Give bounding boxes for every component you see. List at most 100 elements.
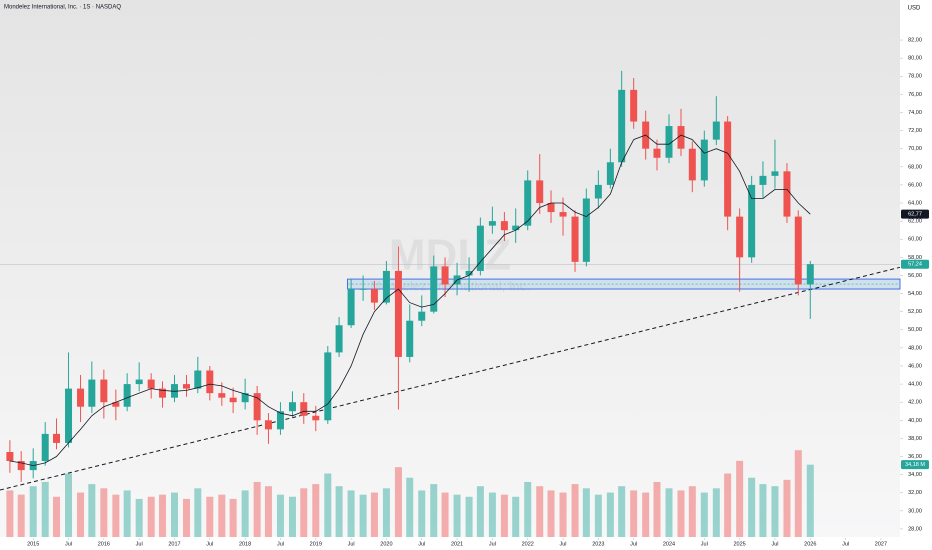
volume-bar: [630, 490, 638, 537]
candle-body: [53, 433, 61, 443]
y-tick-label: 46,00: [908, 363, 922, 369]
y-tick-label: 30,00: [908, 508, 922, 514]
y-tick-label: 82,00: [908, 38, 922, 44]
y-tick-label: 44,00: [908, 382, 922, 388]
volume-bar: [123, 490, 131, 537]
y-tick-label: 28,00: [908, 526, 922, 532]
volume-bar: [276, 494, 284, 537]
volume-bar: [241, 490, 249, 537]
volume-bar: [182, 498, 190, 537]
volume-bar: [783, 479, 791, 537]
candle-body: [147, 379, 155, 389]
volume-bar: [418, 490, 426, 537]
candle-body: [123, 384, 131, 407]
volume-bar: [264, 486, 272, 537]
volume-bar: [359, 494, 367, 537]
chart-title: Mondelez International, Inc. · 1S · NASD…: [4, 5, 121, 11]
plot-background: [0, 0, 900, 537]
x-tick-label: Jul: [771, 541, 778, 547]
volume-bar: [771, 486, 779, 537]
watermark: MDLZ: [389, 231, 511, 280]
price-badge: [901, 460, 929, 470]
volume-bar: [112, 494, 120, 537]
price-badge-label: 62,77: [908, 212, 922, 218]
y-tick-label: 60,00: [908, 237, 922, 243]
candle-body: [288, 402, 296, 412]
candle-body: [194, 370, 202, 389]
volume-bar: [582, 488, 590, 537]
candle-body: [512, 225, 520, 231]
candle-body: [359, 289, 367, 290]
volume-bar: [524, 481, 532, 537]
x-tick-label: 2024: [663, 541, 675, 547]
x-tick-label: 2019: [310, 541, 322, 547]
x-tick-label: Jul: [277, 541, 284, 547]
candle-body: [559, 212, 567, 217]
candle-body: [594, 184, 602, 199]
volume-bar: [194, 488, 202, 537]
volume-bar: [653, 481, 661, 537]
y-tick-label: 70,00: [908, 146, 922, 152]
candle-body: [241, 393, 249, 403]
candle-body: [759, 175, 767, 185]
x-tick-label: 2025: [734, 541, 746, 547]
volume-bar: [441, 492, 449, 537]
volume-bar: [536, 486, 544, 537]
candle-body: [665, 126, 673, 158]
volume-bar: [135, 498, 143, 537]
x-tick-label: Jul: [701, 541, 708, 547]
x-tick-label: 2016: [98, 541, 110, 547]
candle-body: [418, 311, 426, 321]
volume-bar: [300, 488, 308, 537]
x-tick-label: 2027: [875, 541, 887, 547]
candle-body: [41, 433, 49, 462]
volume-bar: [806, 464, 814, 537]
volume-bar: [65, 473, 73, 537]
candle-body: [441, 266, 449, 285]
volume-bar: [312, 484, 320, 537]
candle-body: [170, 384, 178, 398]
y-tick-label: 56,00: [908, 273, 922, 279]
x-tick-label: 2023: [592, 541, 604, 547]
volume-bar: [559, 492, 567, 537]
y-tick-label: 66,00: [908, 182, 922, 188]
candle-body: [324, 352, 332, 421]
candle-body: [335, 325, 343, 353]
candle-body: [476, 225, 484, 271]
volume-bar: [453, 494, 461, 537]
volume-bar: [465, 496, 473, 537]
x-tick-label: Jul: [630, 541, 637, 547]
volume-bar: [41, 481, 49, 537]
volume-bar: [6, 490, 14, 537]
volume-bar: [736, 460, 744, 537]
candle-body: [582, 198, 590, 262]
candle-body: [17, 461, 25, 471]
volume-bar: [382, 488, 390, 537]
candle-body: [253, 393, 261, 421]
x-tick-label: Jul: [136, 541, 143, 547]
candle-body: [88, 379, 96, 407]
x-tick-label: Jul: [206, 541, 213, 547]
y-tick-label: 58,00: [908, 255, 922, 261]
y-tick-label: 50,00: [908, 327, 922, 333]
candle-body: [712, 121, 720, 140]
volume-layer: [6, 450, 814, 537]
x-tick-label: 2018: [239, 541, 251, 547]
volume-bar: [88, 484, 96, 537]
candle-body: [6, 451, 14, 462]
candle-body: [218, 393, 226, 398]
volume-bar: [158, 494, 166, 537]
volume-bar: [77, 492, 85, 537]
volume-bar: [206, 496, 214, 537]
price-badge: [901, 209, 929, 219]
candle-body: [430, 266, 438, 312]
candle-body: [229, 397, 237, 403]
candle-body: [606, 162, 614, 185]
candle-body: [748, 184, 756, 258]
volume-bar: [335, 486, 343, 537]
moving-average: [9, 134, 811, 467]
time-axis-background: [0, 537, 900, 550]
y-tick-label: 78,00: [908, 74, 922, 80]
volume-bar: [406, 477, 414, 537]
